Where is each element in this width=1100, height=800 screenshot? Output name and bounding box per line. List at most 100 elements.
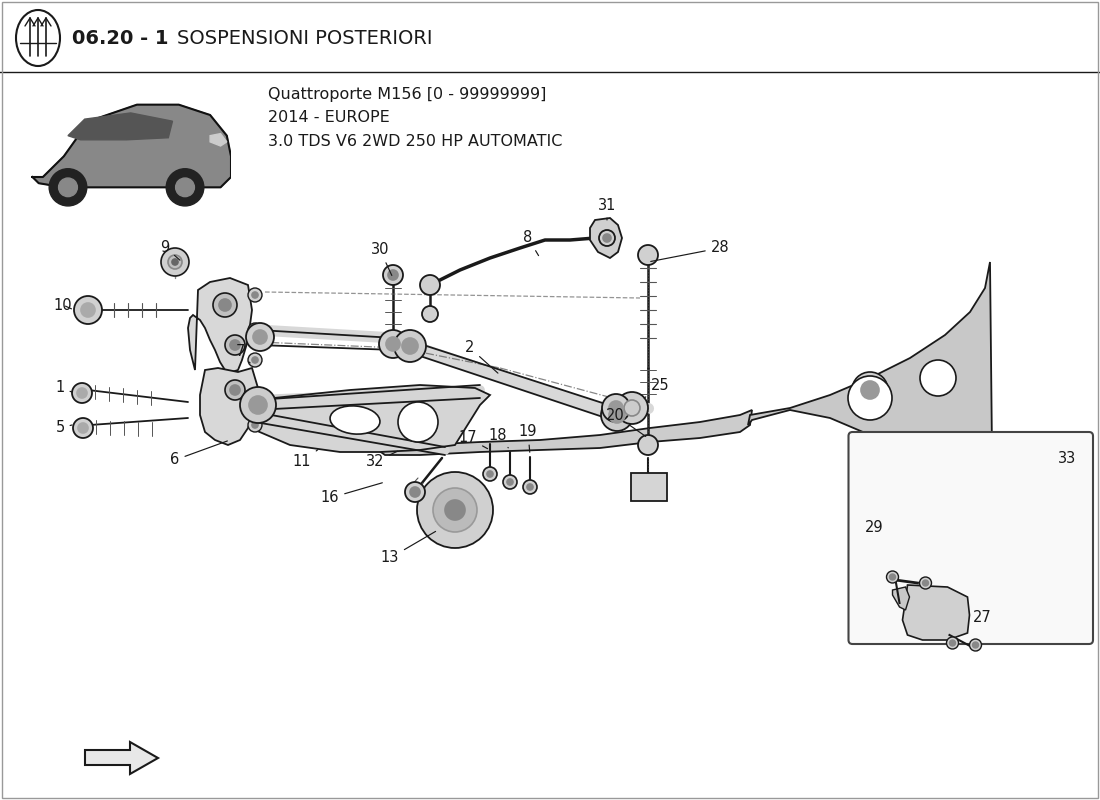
Text: 1: 1 [55, 381, 72, 395]
Text: 28: 28 [651, 241, 729, 262]
FancyBboxPatch shape [848, 432, 1093, 644]
FancyBboxPatch shape [631, 473, 667, 501]
Circle shape [252, 292, 258, 298]
Polygon shape [892, 587, 910, 610]
Circle shape [226, 380, 245, 400]
Text: 2: 2 [465, 341, 498, 373]
Circle shape [398, 402, 438, 442]
Circle shape [433, 488, 477, 532]
Text: 5: 5 [55, 421, 72, 435]
Circle shape [609, 401, 623, 415]
Polygon shape [188, 278, 252, 372]
Ellipse shape [16, 10, 60, 66]
Circle shape [503, 475, 517, 489]
Circle shape [248, 418, 262, 432]
Circle shape [248, 388, 262, 402]
Circle shape [253, 330, 267, 344]
Circle shape [402, 338, 418, 354]
Circle shape [852, 372, 888, 408]
Text: 27: 27 [974, 610, 992, 626]
Circle shape [417, 472, 493, 548]
Polygon shape [250, 385, 490, 452]
Circle shape [230, 340, 240, 350]
Text: 3.0 TDS V6 2WD 250 HP AUTOMATIC: 3.0 TDS V6 2WD 250 HP AUTOMATIC [268, 134, 562, 149]
Polygon shape [200, 368, 258, 445]
Circle shape [861, 381, 879, 399]
Text: 18: 18 [488, 427, 508, 448]
Circle shape [483, 467, 497, 481]
Circle shape [219, 299, 231, 311]
Circle shape [923, 580, 928, 586]
Circle shape [949, 640, 956, 646]
Circle shape [78, 423, 88, 433]
Text: 16: 16 [321, 482, 383, 506]
Circle shape [848, 376, 892, 420]
Circle shape [172, 259, 178, 265]
Circle shape [248, 353, 262, 367]
Text: 17: 17 [459, 430, 487, 449]
Text: 2014 - EUROPE: 2014 - EUROPE [268, 110, 389, 126]
Polygon shape [378, 410, 752, 455]
Circle shape [252, 422, 258, 428]
Text: 11: 11 [293, 450, 318, 470]
Text: 10: 10 [54, 298, 73, 313]
Circle shape [422, 306, 438, 322]
Circle shape [405, 482, 425, 502]
Circle shape [420, 275, 440, 295]
Text: 20: 20 [606, 407, 646, 437]
Circle shape [246, 323, 274, 351]
Circle shape [73, 418, 94, 438]
Circle shape [74, 296, 102, 324]
Circle shape [386, 337, 400, 351]
Circle shape [249, 396, 267, 414]
Circle shape [601, 399, 632, 431]
Text: 06.20 - 1: 06.20 - 1 [72, 29, 175, 47]
Text: 9: 9 [161, 239, 180, 260]
Circle shape [890, 574, 895, 580]
Circle shape [638, 245, 658, 265]
Circle shape [383, 265, 403, 285]
Circle shape [379, 330, 407, 358]
Circle shape [946, 637, 958, 649]
Circle shape [394, 330, 426, 362]
Circle shape [624, 400, 640, 416]
Circle shape [600, 230, 615, 246]
Circle shape [920, 360, 956, 396]
Circle shape [248, 323, 262, 337]
Circle shape [609, 407, 625, 423]
Circle shape [213, 293, 236, 317]
Polygon shape [902, 585, 969, 640]
Text: 30: 30 [371, 242, 392, 275]
Circle shape [616, 392, 648, 424]
Polygon shape [85, 742, 158, 774]
Text: 8: 8 [524, 230, 539, 256]
Circle shape [920, 577, 932, 589]
Circle shape [972, 642, 979, 648]
Circle shape [507, 479, 513, 485]
Text: 32: 32 [365, 451, 397, 470]
Text: SOSPENSIONI POSTERIORI: SOSPENSIONI POSTERIORI [177, 29, 432, 47]
Circle shape [969, 639, 981, 651]
Circle shape [638, 435, 658, 455]
Circle shape [81, 303, 95, 317]
Circle shape [487, 471, 493, 477]
Circle shape [168, 255, 182, 269]
Circle shape [248, 288, 262, 302]
Text: 29: 29 [866, 520, 883, 535]
Circle shape [252, 392, 258, 398]
Text: 13: 13 [381, 531, 436, 566]
Text: 7: 7 [235, 345, 250, 363]
Text: 33: 33 [1058, 450, 1076, 466]
Circle shape [240, 387, 276, 423]
Text: 6: 6 [170, 441, 228, 467]
Circle shape [252, 327, 258, 333]
Text: 19: 19 [519, 425, 537, 452]
Circle shape [161, 248, 189, 276]
Circle shape [446, 500, 465, 520]
Circle shape [388, 270, 398, 280]
Circle shape [522, 480, 537, 494]
Circle shape [226, 335, 245, 355]
Text: 25: 25 [645, 378, 669, 398]
Circle shape [72, 383, 92, 403]
Circle shape [410, 487, 420, 497]
